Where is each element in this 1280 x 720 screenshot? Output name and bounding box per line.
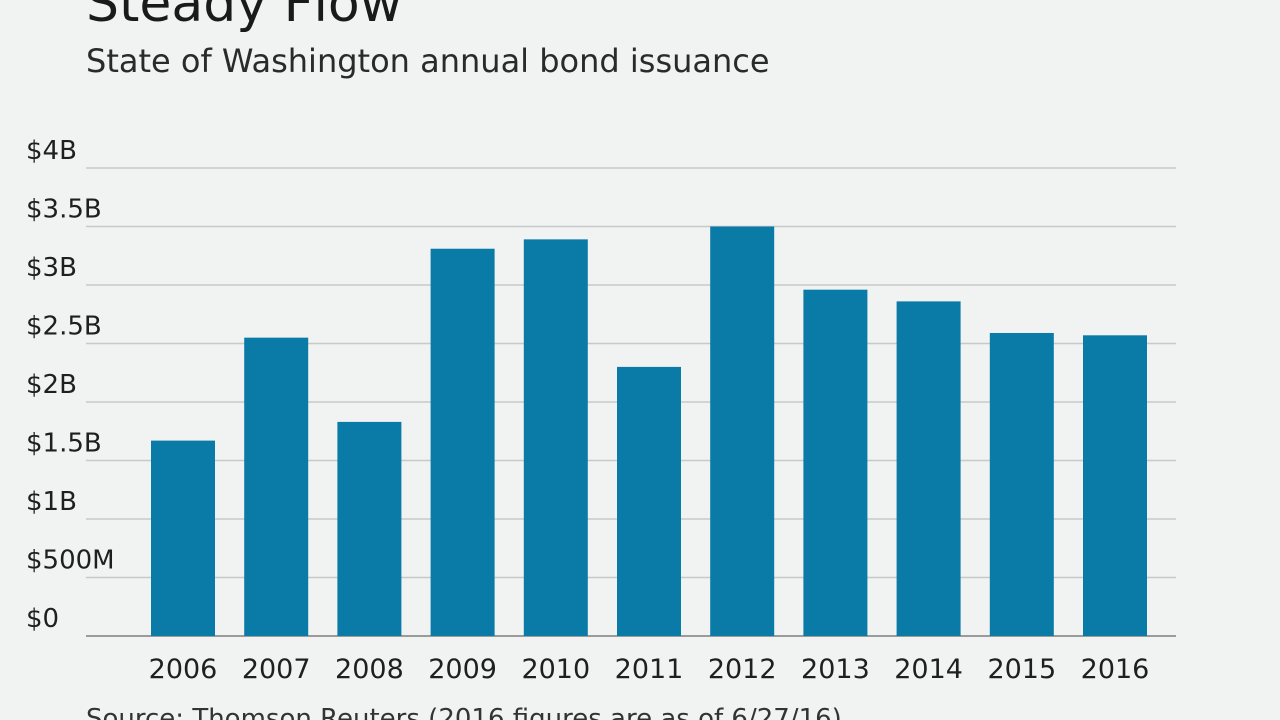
y-axis-tick-labels: $0 $500M $1B $1.5B $2B $2.5B $3B $3.5B $4B: [26, 136, 115, 634]
bar-2015: [989, 332, 1054, 636]
y-tick-label: $0: [26, 604, 59, 634]
x-tick-label: 2010: [521, 654, 590, 685]
y-tick-label: $500M: [26, 546, 115, 576]
y-tick-label: $3.5B: [26, 195, 102, 225]
x-tick-label: 2014: [894, 654, 963, 685]
x-tick-label: 2013: [801, 654, 870, 685]
x-tick-label: 2009: [428, 654, 497, 685]
bar-2016: [1083, 335, 1147, 636]
y-tick-label: $1.5B: [26, 429, 102, 459]
source-note: Source: Thomson Reuters (2016 figures ar…: [86, 704, 842, 720]
bar-2013: [803, 289, 868, 636]
bar-2009: [430, 248, 495, 637]
bars: [151, 226, 1147, 637]
bar-2008: [337, 421, 402, 636]
x-tick-label: 2012: [708, 654, 777, 685]
x-tick-label: 2015: [987, 654, 1056, 685]
y-tick-label: $2B: [26, 370, 77, 400]
y-tick-label: $1B: [26, 487, 77, 517]
x-tick-label: 2016: [1081, 654, 1150, 685]
bar-2007: [244, 337, 309, 636]
chart-title: Steady Flow: [86, 0, 403, 34]
y-tick-label: $3B: [26, 253, 77, 283]
x-axis-tick-labels: 2006 2007 2008 2009 2010 2011 2012 2013 2014 2015…: [149, 654, 1150, 685]
y-tick-label: $4B: [26, 136, 77, 166]
x-tick-label: 2007: [242, 654, 311, 685]
bar-2010: [523, 239, 588, 636]
chart-subtitle: State of Washington annual bond issuance: [86, 42, 770, 80]
bar-2006: [151, 440, 215, 636]
y-tick-label: $2.5B: [26, 312, 102, 342]
bar-2011: [617, 366, 681, 636]
x-tick-label: 2006: [149, 654, 218, 685]
bar-2014: [896, 301, 961, 636]
x-tick-label: 2011: [615, 654, 684, 685]
x-tick-label: 2008: [335, 654, 404, 685]
bar-2012: [710, 226, 775, 636]
